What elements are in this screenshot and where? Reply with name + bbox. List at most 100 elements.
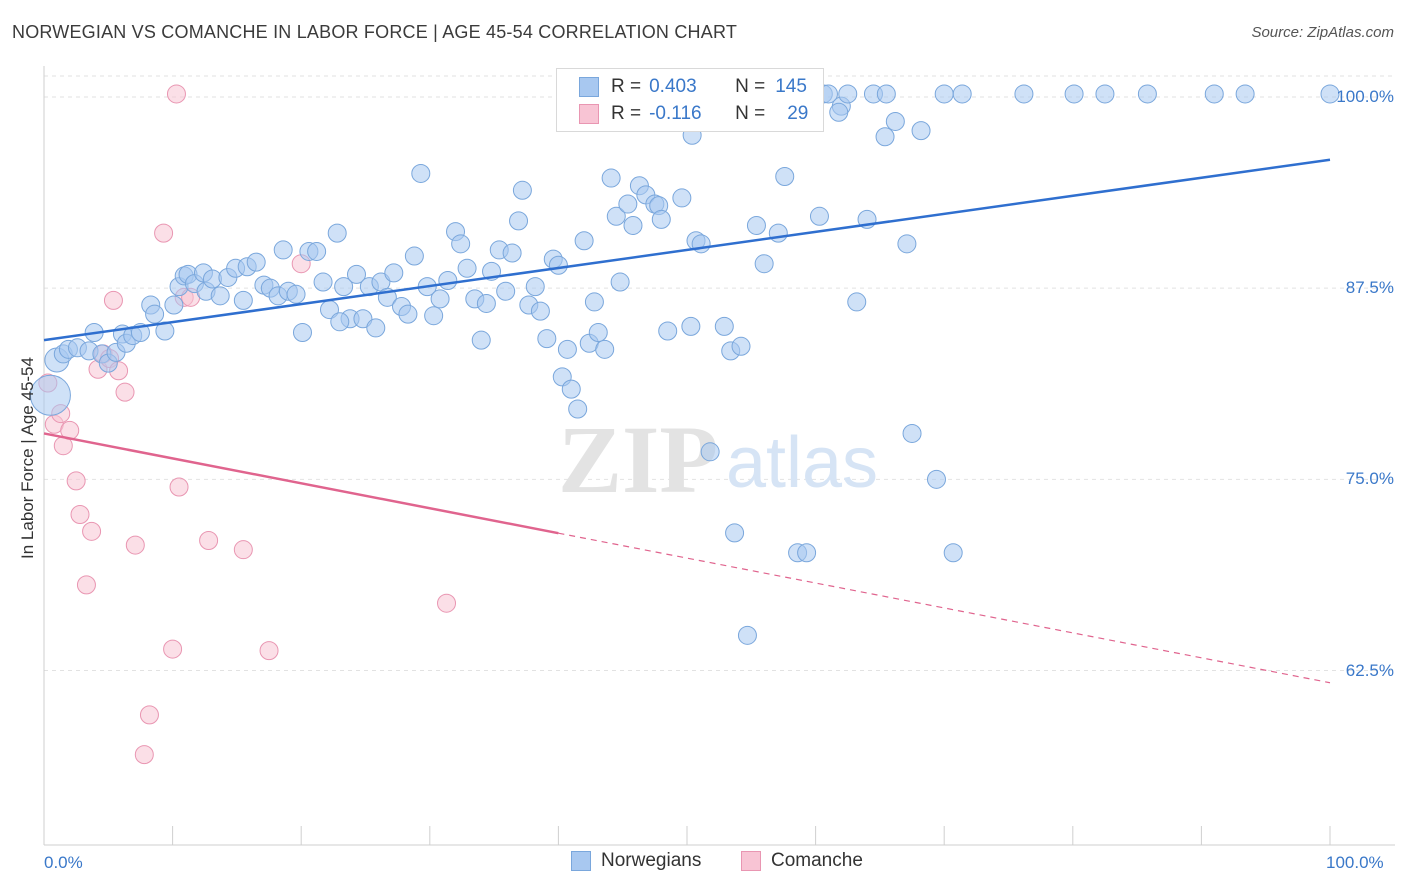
norwegian-point [471, 330, 491, 350]
norwegian-point [1204, 84, 1224, 104]
norwegian-point [334, 277, 354, 297]
norwegian-point [438, 271, 458, 291]
comanche-point [139, 705, 159, 725]
norwegian-point [327, 223, 347, 243]
norwegian-point [273, 240, 293, 260]
watermark-zip: ZIP [558, 406, 718, 513]
y-tick-label: 100.0% [1336, 87, 1394, 106]
comanche-point [115, 382, 135, 402]
source-label: Source: ZipAtlas.com [1251, 24, 1394, 41]
norwegian-point [952, 84, 972, 104]
norwegian-point [829, 102, 849, 122]
x-tick-min: 0.0% [44, 853, 83, 872]
norwegian-point [725, 523, 745, 543]
norwegian-point [286, 284, 306, 304]
comanche-point [163, 639, 183, 659]
norwegian-point [1014, 84, 1034, 104]
norwegian-point [943, 543, 963, 563]
norwegian-point [404, 246, 424, 266]
norwegian-point [366, 318, 386, 338]
norwegian-point [672, 188, 692, 208]
norwegian-point [451, 234, 471, 254]
norwegian-point [457, 258, 477, 278]
comanche-point [166, 84, 186, 104]
comanche-points [38, 84, 457, 765]
n-value: 29 [787, 103, 809, 124]
norwegian-point [897, 234, 917, 254]
chart-title: NORWEGIAN VS COMANCHE IN LABOR FORCE | A… [12, 22, 738, 42]
norwegian-point [595, 339, 615, 359]
n-value: 145 [775, 76, 807, 97]
norwegian-point [346, 264, 366, 284]
norwegian-point [145, 304, 165, 324]
norwegian-point [537, 329, 557, 349]
y-tick-label: 62.5% [1345, 660, 1394, 680]
norwegian-point [876, 84, 896, 104]
watermark: ZIP atlas [558, 406, 878, 513]
r-label: R = [611, 103, 642, 124]
norwegian-point [313, 272, 333, 292]
y-axis-label: In Labor Force | Age 45-54 [18, 357, 37, 559]
norwegian-point [525, 277, 545, 297]
norwegian-point [574, 231, 594, 251]
norwegian-point [691, 234, 711, 254]
x-tick-max: 100.0% [1326, 853, 1384, 872]
norwegian-point [1320, 84, 1340, 104]
comanche-point [437, 593, 457, 613]
norwegian-point [330, 312, 350, 332]
comanche-point [169, 477, 189, 497]
n-label: N = [735, 76, 766, 97]
norwegian-point [246, 252, 266, 272]
norwegian-point [606, 206, 626, 226]
norwegians-swatch [571, 851, 591, 871]
comanche-swatch [579, 104, 599, 124]
norwegian-point [588, 323, 608, 343]
grid-lines [44, 75, 1395, 671]
stats-legend: R = 0.403 N = 145 R = -0.116 N = 29 [556, 68, 824, 132]
norwegian-point [530, 301, 550, 321]
norwegian-point [557, 339, 577, 359]
norwegian-point [885, 111, 905, 131]
r-label: R = [611, 76, 642, 97]
legend-row-comanche: R = -0.116 N = 29 [579, 101, 808, 127]
norwegian-point [775, 167, 795, 187]
norwegians-trend-line [43, 158, 1331, 342]
norwegian-point [797, 543, 817, 563]
comanche-point [76, 575, 96, 595]
norwegian-point [164, 295, 184, 315]
r-value: -0.116 [649, 103, 702, 124]
comanche-swatch [741, 851, 761, 871]
comanche-trend-line [43, 432, 559, 535]
legend-norwegians: Norwegians [571, 850, 701, 872]
comanche-point [233, 540, 253, 560]
norwegians-swatch [579, 77, 599, 97]
comanche-point [66, 471, 86, 491]
norwegian-point [737, 625, 757, 645]
watermark-atlas: atlas [726, 423, 878, 503]
legend-norwegians-label: Norwegians [601, 850, 702, 871]
norwegian-point [233, 290, 253, 310]
norwegian-point [561, 379, 581, 399]
norwegian-point [307, 241, 327, 261]
y-tick-label: 75.0% [1345, 469, 1394, 489]
norwegian-point [411, 163, 431, 183]
norwegian-point [29, 374, 71, 416]
norwegian-point [658, 321, 678, 341]
comanche-trend-line-dashed [558, 532, 1331, 684]
legend-comanche: Comanche [741, 850, 863, 872]
legend-row-norwegians: R = 0.403 N = 145 [579, 74, 807, 100]
norwegian-point [746, 215, 766, 235]
norwegian-point [1137, 84, 1157, 104]
norwegian-point [610, 272, 630, 292]
norwegian-points [29, 84, 1340, 645]
legend-comanche-label: Comanche [771, 850, 863, 871]
trend-lines [43, 158, 1331, 684]
comanche-point [125, 535, 145, 555]
y-tick-label: 87.5% [1345, 278, 1394, 298]
norwegian-point [768, 223, 788, 243]
comanche-point [259, 641, 279, 661]
comanche-point [70, 505, 90, 525]
norwegian-point [875, 127, 895, 147]
norwegian-point [623, 215, 643, 235]
